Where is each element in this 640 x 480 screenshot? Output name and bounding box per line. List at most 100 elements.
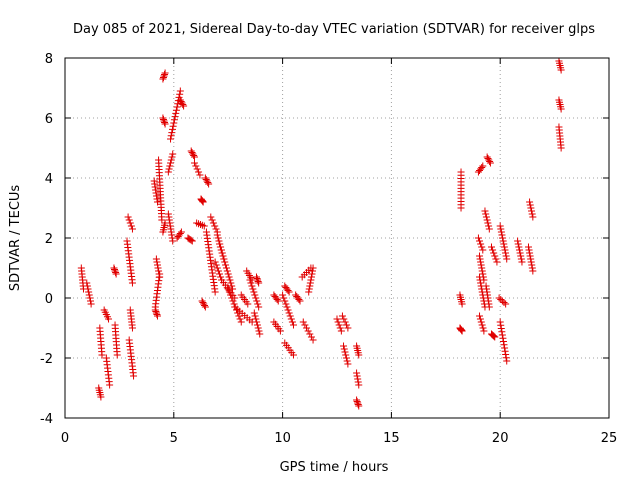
data-point <box>338 312 346 320</box>
data-point <box>478 243 486 251</box>
data-point <box>503 255 511 263</box>
data-point <box>112 270 120 278</box>
data-series-segment <box>176 96 188 110</box>
data-point <box>236 315 244 323</box>
data-point <box>128 324 136 332</box>
data-point <box>227 291 235 299</box>
data-point <box>215 240 223 248</box>
data-point <box>169 237 177 245</box>
data-series-segment <box>83 279 95 308</box>
data-point <box>490 332 498 340</box>
data-point <box>190 159 198 167</box>
data-series-segment <box>202 228 219 296</box>
data-series-segment <box>77 264 87 293</box>
data-point <box>252 315 260 323</box>
data-point <box>457 204 465 212</box>
data-point <box>217 246 225 254</box>
data-point <box>286 312 294 320</box>
data-point <box>497 321 505 329</box>
data-point <box>281 297 289 305</box>
data-point <box>336 324 344 332</box>
data-point <box>218 249 226 257</box>
data-point <box>496 318 504 326</box>
data-point <box>158 216 166 224</box>
data-point <box>170 119 178 127</box>
data-series-segment <box>555 123 565 152</box>
data-point <box>246 276 254 284</box>
data-point <box>303 324 311 332</box>
data-point <box>557 66 565 74</box>
data-point <box>213 231 221 239</box>
data-point <box>296 297 304 305</box>
data-point <box>458 300 466 308</box>
data-point <box>212 261 220 269</box>
data-point <box>304 327 312 335</box>
data-point <box>222 264 230 272</box>
data-series-segment <box>123 237 136 287</box>
data-point <box>179 101 187 108</box>
data-point <box>222 261 230 269</box>
data-point <box>274 297 282 305</box>
data-series-segment <box>173 228 185 242</box>
data-point <box>279 291 287 299</box>
data-series-segment <box>555 57 565 74</box>
data-point <box>126 219 134 227</box>
data-point <box>284 306 292 314</box>
data-point <box>341 348 349 356</box>
data-point <box>152 309 160 317</box>
chart-title: Day 085 of 2021, Sidereal Day-to-day VTE… <box>73 22 595 37</box>
data-point <box>529 213 537 221</box>
data-point <box>155 270 163 278</box>
data-point <box>491 252 499 260</box>
data-point <box>483 153 491 161</box>
data-series-segment <box>252 273 263 287</box>
data-point <box>215 237 223 245</box>
data-point <box>254 324 262 332</box>
data-point <box>211 258 219 266</box>
data-point <box>164 168 172 176</box>
data-series-segment <box>353 342 363 359</box>
data-point <box>499 338 507 345</box>
data-point <box>177 228 185 236</box>
data-point <box>161 120 169 128</box>
data-point <box>477 258 485 266</box>
data-point <box>180 102 188 110</box>
data-point <box>160 72 168 80</box>
data-series-segment <box>243 267 256 284</box>
data-point <box>209 219 217 227</box>
data-point <box>502 300 510 308</box>
data-series-segment <box>476 312 488 335</box>
data-point <box>165 165 173 173</box>
data-series-segment <box>495 294 510 308</box>
data-point <box>354 378 362 386</box>
data-point <box>306 282 314 290</box>
data-series-segment <box>125 336 138 380</box>
x-tick-label: 25 <box>601 431 618 446</box>
y-tick-label: -2 <box>40 352 53 367</box>
data-point <box>499 334 507 342</box>
data-point <box>110 264 118 272</box>
data-point <box>113 351 121 359</box>
data-point <box>124 213 132 221</box>
data-point <box>250 309 258 317</box>
data-point <box>354 399 362 407</box>
data-point <box>228 294 236 302</box>
data-point <box>476 252 484 260</box>
data-point <box>502 252 510 260</box>
data-point <box>253 321 261 329</box>
data-point <box>273 296 281 303</box>
data-point <box>161 69 169 77</box>
data-point <box>485 156 493 164</box>
data-point <box>280 294 288 302</box>
data-series-segment <box>340 342 352 368</box>
data-point <box>354 401 362 408</box>
data-series-segment <box>150 177 161 206</box>
data-point <box>301 321 309 329</box>
data-point <box>487 243 495 251</box>
data-point <box>224 285 232 293</box>
data-point <box>477 318 485 326</box>
data-point <box>189 150 197 158</box>
data-point <box>517 255 525 263</box>
data-series-segment <box>474 162 487 176</box>
